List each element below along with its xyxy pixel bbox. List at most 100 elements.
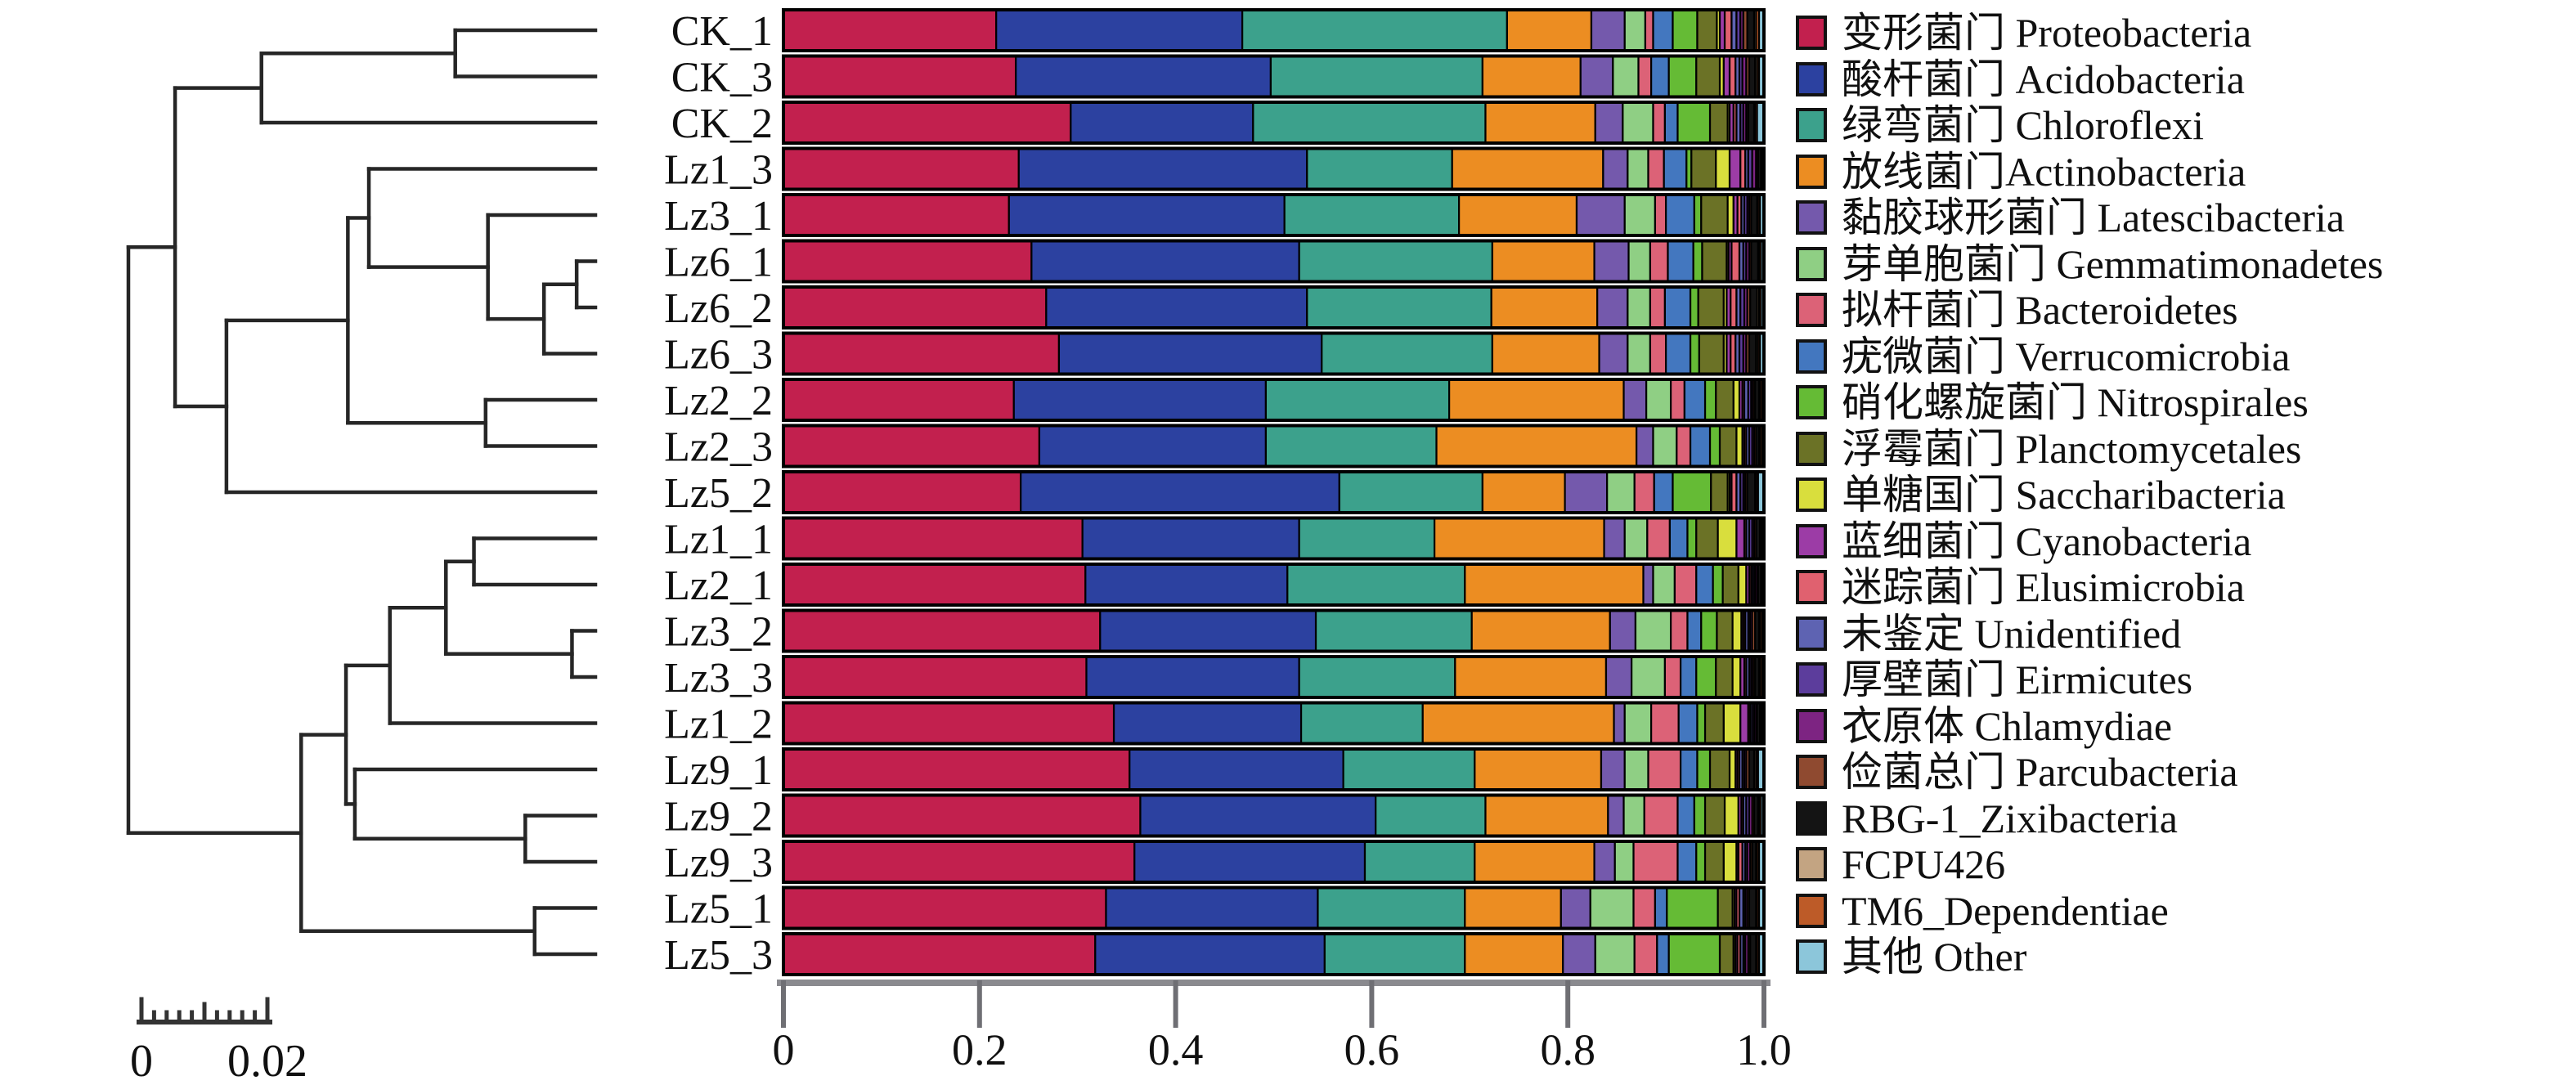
sample-label: Lz6_1: [664, 240, 773, 286]
bar-outline: [782, 701, 1766, 746]
bar-segment: [1579, 55, 1614, 98]
bar-segment: [1575, 193, 1626, 237]
bar-segment: [1667, 55, 1698, 98]
bar-segment: [1663, 101, 1679, 145]
bar-segment: [1594, 932, 1636, 976]
bar-segment: [1070, 101, 1254, 145]
bar-outline: [782, 285, 1766, 330]
bar-segment: [1264, 378, 1451, 422]
bar-segment: [1627, 240, 1652, 283]
bar-segment: [1676, 794, 1695, 837]
bar-segment: [1321, 332, 1493, 375]
bar-segment: [1623, 193, 1657, 237]
sample-label: CK_1: [671, 8, 773, 55]
sample-label: Lz3_2: [664, 609, 773, 656]
bar-segment: [1637, 55, 1653, 98]
bar-segment: [1642, 563, 1654, 607]
bar-segment: [1020, 470, 1340, 514]
bar-outline: [782, 378, 1766, 422]
bar-segment: [1663, 147, 1688, 191]
bar-segment: [1057, 332, 1323, 375]
scale-bar-label-min: 0: [130, 1036, 153, 1085]
bar-segment: [1646, 517, 1671, 560]
bar-segment: [1672, 470, 1712, 514]
bar-segment: [1627, 332, 1652, 375]
bar-outline: [782, 331, 1766, 376]
bar-segment: [1484, 101, 1596, 145]
bar-outline: [782, 516, 1766, 561]
sample-label: Lz5_3: [664, 932, 773, 979]
bar-segment: [1645, 378, 1672, 422]
bar-segment: [1730, 240, 1741, 283]
bar-segment: [1634, 609, 1672, 652]
bar-segment: [1375, 794, 1487, 837]
sample-label: Lz2_2: [664, 378, 773, 424]
bar-outline: [782, 563, 1766, 607]
bar-segment: [1613, 702, 1626, 745]
bar-segment: [1481, 470, 1566, 514]
bar-segment: [1669, 378, 1685, 422]
bar-segment: [1664, 332, 1692, 375]
bar-segment: [782, 285, 1048, 330]
bar-segment: [1692, 240, 1703, 283]
sample-label: Lz5_2: [664, 470, 773, 517]
bar-segment: [1474, 747, 1603, 791]
bar-segment: [1133, 840, 1367, 884]
bar-segment: [1627, 285, 1652, 330]
bar-segment: [1283, 193, 1461, 237]
bar-segment: [1252, 101, 1487, 145]
bar-segment: [1593, 240, 1630, 283]
bar-segment: [1695, 655, 1717, 699]
bar-segment: [1676, 101, 1712, 145]
bar-segment: [1451, 147, 1604, 191]
bar-outline: [782, 146, 1766, 191]
bar-segment: [1299, 702, 1424, 745]
bar-segment: [1560, 886, 1591, 930]
x-axis-tick-label: 0: [773, 1025, 795, 1074]
bar-segment: [1731, 609, 1743, 652]
bar-outline: [782, 8, 1766, 52]
bar-segment: [1623, 8, 1647, 52]
bar-segment: [1737, 563, 1748, 607]
bar-segment: [1458, 193, 1578, 237]
bar-segment: [1653, 470, 1674, 514]
bar-segment: [1085, 655, 1300, 699]
bar-segment: [1481, 55, 1582, 98]
bar-segment: [1593, 840, 1616, 884]
bar-outline: [782, 885, 1766, 930]
bar-segment: [1722, 702, 1742, 745]
bar-segment: [1081, 517, 1300, 560]
bar-segment: [782, 563, 1087, 607]
bar-segment: [1654, 193, 1667, 237]
bar-segment: [782, 55, 1017, 98]
bar-segment: [1491, 332, 1600, 375]
sample-label: Lz2_1: [664, 563, 773, 609]
bar-segment: [1017, 147, 1308, 191]
bar-segment: [1696, 747, 1712, 791]
bar-segment: [1323, 932, 1466, 976]
bar-segment: [1464, 563, 1645, 607]
bar-outline: [782, 424, 1766, 469]
bar-segment: [1700, 193, 1729, 237]
sample-label: Lz9_2: [664, 794, 773, 841]
bar-segment: [1721, 563, 1739, 607]
bar-segment: [1594, 101, 1624, 145]
bar-segment: [1698, 332, 1725, 375]
bar-segment: [1723, 8, 1733, 52]
bar-segment: [1647, 747, 1682, 791]
sample-label: Lz9_3: [664, 840, 773, 886]
bar-segment: [1679, 655, 1698, 699]
bar-outline: [782, 54, 1766, 99]
bar-segment: [1264, 424, 1438, 468]
bar-segment: [1609, 609, 1637, 652]
bar-segment: [1363, 840, 1476, 884]
bar-segment: [1668, 517, 1689, 560]
bar-segment: [1715, 378, 1735, 422]
bar-segment: [1454, 655, 1608, 699]
bar-segment: [1030, 240, 1300, 283]
bar-segment: [1622, 378, 1648, 422]
bar-segment: [1718, 932, 1735, 976]
x-axis-tick-label: 0.8: [1540, 1025, 1595, 1074]
bar-segment: [1470, 609, 1611, 652]
bar-segment: [1703, 702, 1725, 745]
